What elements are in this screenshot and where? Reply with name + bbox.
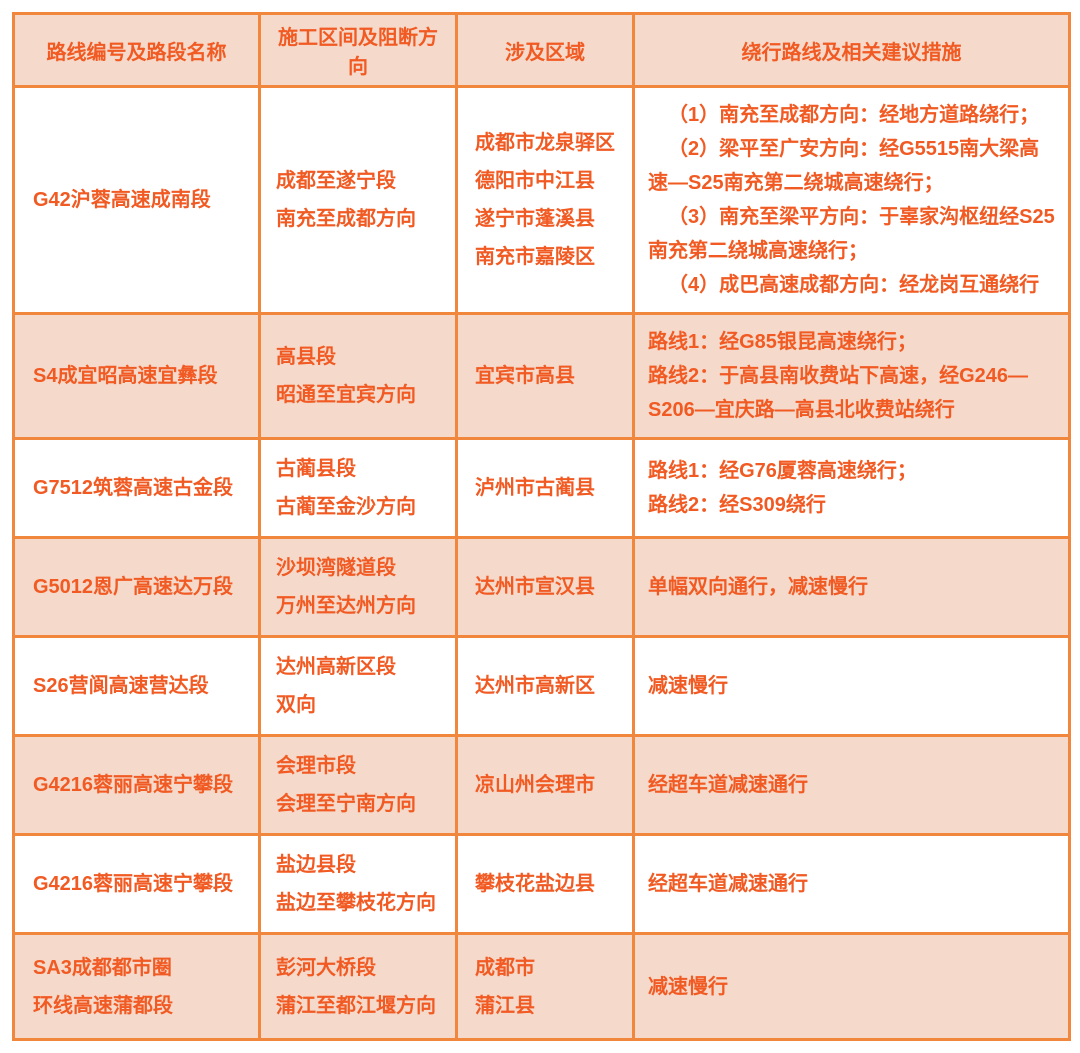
- header-row: 路线编号及路段名称 施工区间及阻断方向 涉及区域 绕行路线及相关建议措施: [12, 12, 1071, 88]
- cell-line: 宜宾市高县: [475, 365, 575, 387]
- route-cell: G42沪蓉高速成南段: [12, 85, 261, 315]
- cell-line: SA3成都都市圈: [33, 956, 172, 979]
- cell-line: 达州高新区段: [276, 656, 396, 678]
- areas-cell: 成都市 蒲江县: [455, 932, 635, 1041]
- cell-line: 凉山州会理市: [475, 774, 595, 796]
- cell-line: 南充市嘉陵区: [475, 246, 595, 268]
- detour-item: 减速慢行: [648, 975, 728, 998]
- section-cell: 彭河大桥段 蒲江至都江堰方向: [258, 932, 458, 1041]
- detour-item: （4）成巴高速成都方向：经龙岗互通绕行: [668, 274, 1040, 296]
- column-header-section: 施工区间及阻断方向: [258, 12, 458, 88]
- road-construction-table: 路线编号及路段名称 施工区间及阻断方向 涉及区域 绕行路线及相关建议措施 G42…: [12, 12, 1071, 1041]
- cell-line: 万州至达州方向: [276, 595, 416, 617]
- areas-cell: 达州市宣汉县: [455, 536, 635, 638]
- cell-line: 古蔺至金沙方向: [276, 496, 416, 518]
- cell-line: 泸州市古蔺县: [475, 477, 595, 499]
- cell-line: 攀枝花盐边县: [475, 873, 595, 895]
- areas-cell: 攀枝花盐边县: [455, 833, 635, 935]
- detour-cell: （1）南充至成都方向：经地方道路绕行； （2）梁平至广安方向：经G5515南大梁…: [632, 85, 1071, 315]
- detour-cell: 经超车道减速通行: [632, 833, 1071, 935]
- cell-line: 成都市龙泉驿区: [475, 132, 615, 154]
- cell-line: 达州市宣汉县: [475, 576, 595, 598]
- cell-line: G4216蓉丽高速宁攀段: [33, 873, 234, 895]
- cell-line: 南充至成都方向: [276, 208, 416, 230]
- detour-item: 路线2：于高县南收费站下高速，经G246—S206—宜庆路—高县北收费站绕行: [648, 365, 1029, 421]
- cell-line: 盐边至攀枝花方向: [276, 892, 436, 914]
- section-cell: 会理市段 会理至宁南方向: [258, 734, 458, 836]
- table-row: SA3成都都市圈 环线高速蒲都段 彭河大桥段 蒲江至都江堰方向 成都市 蒲江县 …: [12, 932, 1071, 1041]
- cell-line: 成都至遂宁段: [276, 170, 396, 192]
- section-cell: 沙坝湾隧道段 万州至达州方向: [258, 536, 458, 638]
- cell-line: 古蔺县段: [276, 458, 356, 480]
- table-row: G4216蓉丽高速宁攀段 盐边县段 盐边至攀枝花方向 攀枝花盐边县 经超车道减速…: [12, 833, 1071, 935]
- cell-line: 盐边县段: [276, 854, 356, 876]
- cell-line: 蒲江县: [475, 994, 535, 1017]
- table-row: G7512筑蓉高速古金段 古蔺县段 古蔺至金沙方向 泸州市古蔺县 路线1：经G7…: [12, 437, 1071, 539]
- cell-line: 会理至宁南方向: [276, 793, 416, 815]
- detour-cell: 经超车道减速通行: [632, 734, 1071, 836]
- cell-line: G42沪蓉高速成南段: [33, 189, 211, 211]
- detour-item: 路线1：经G85银昆高速绕行；: [648, 331, 917, 353]
- cell-line: G4216蓉丽高速宁攀段: [33, 774, 234, 796]
- areas-cell: 宜宾市高县: [455, 312, 635, 440]
- detour-item: （2）梁平至广安方向：经G5515南大梁高速—S25南充第二绕城高速绕行；: [648, 138, 1040, 194]
- column-header-route: 路线编号及路段名称: [12, 12, 261, 88]
- cell-line: S4成宜昭高速宜彝段: [33, 365, 218, 387]
- detour-item: 路线1：经G76厦蓉高速绕行；: [648, 460, 917, 482]
- detour-cell: 单幅双向通行，减速慢行: [632, 536, 1071, 638]
- cell-line: 双向: [276, 694, 316, 716]
- detour-item: 经超车道减速通行: [648, 774, 808, 796]
- areas-cell: 泸州市古蔺县: [455, 437, 635, 539]
- cell-line: 成都市: [475, 956, 535, 979]
- areas-cell: 达州市高新区: [455, 635, 635, 737]
- areas-cell: 凉山州会理市: [455, 734, 635, 836]
- detour-item: （3）南充至梁平方向：于辜家沟枢纽经S25南充第二绕城高速绕行；: [648, 206, 1055, 262]
- section-cell: 成都至遂宁段 南充至成都方向: [258, 85, 458, 315]
- column-header-areas: 涉及区域: [455, 12, 635, 88]
- column-header-detour: 绕行路线及相关建议措施: [632, 12, 1071, 88]
- table-row: S4成宜昭高速宜彝段 高县段 昭通至宜宾方向 宜宾市高县 路线1：经G85银昆高…: [12, 312, 1071, 440]
- detour-cell: 减速慢行: [632, 635, 1071, 737]
- detour-item: （1）南充至成都方向：经地方道路绕行；: [668, 104, 1040, 126]
- cell-line: 蒲江至都江堰方向: [276, 994, 436, 1017]
- route-cell: G4216蓉丽高速宁攀段: [12, 734, 261, 836]
- route-cell: S26营阆高速营达段: [12, 635, 261, 737]
- section-cell: 高县段 昭通至宜宾方向: [258, 312, 458, 440]
- cell-line: 环线高速蒲都段: [33, 994, 173, 1017]
- table-row: G5012恩广高速达万段 沙坝湾隧道段 万州至达州方向 达州市宣汉县 单幅双向通…: [12, 536, 1071, 638]
- detour-cell: 减速慢行: [632, 932, 1071, 1041]
- section-cell: 古蔺县段 古蔺至金沙方向: [258, 437, 458, 539]
- table-row: S26营阆高速营达段 达州高新区段 双向 达州市高新区 减速慢行: [12, 635, 1071, 737]
- table-row: G42沪蓉高速成南段 成都至遂宁段 南充至成都方向 成都市龙泉驿区 德阳市中江县…: [12, 85, 1071, 315]
- detour-cell: 路线1：经G85银昆高速绕行； 路线2：于高县南收费站下高速，经G246—S20…: [632, 312, 1071, 440]
- detour-cell: 路线1：经G76厦蓉高速绕行； 路线2：经S309绕行: [632, 437, 1071, 539]
- cell-line: G5012恩广高速达万段: [33, 576, 234, 598]
- cell-line: G7512筑蓉高速古金段: [33, 477, 234, 499]
- route-cell: G4216蓉丽高速宁攀段: [12, 833, 261, 935]
- detour-item: 单幅双向通行，减速慢行: [648, 576, 868, 598]
- areas-cell: 成都市龙泉驿区 德阳市中江县 遂宁市蓬溪县 南充市嘉陵区: [455, 85, 635, 315]
- cell-line: 遂宁市蓬溪县: [475, 208, 595, 230]
- cell-line: 会理市段: [276, 755, 356, 777]
- route-cell: S4成宜昭高速宜彝段: [12, 312, 261, 440]
- cell-line: S26营阆高速营达段: [33, 675, 209, 697]
- route-cell: G7512筑蓉高速古金段: [12, 437, 261, 539]
- table-row: G4216蓉丽高速宁攀段 会理市段 会理至宁南方向 凉山州会理市 经超车道减速通…: [12, 734, 1071, 836]
- route-cell: SA3成都都市圈 环线高速蒲都段: [12, 932, 261, 1041]
- detour-item: 路线2：经S309绕行: [648, 494, 826, 516]
- cell-line: 彭河大桥段: [276, 956, 376, 979]
- route-cell: G5012恩广高速达万段: [12, 536, 261, 638]
- cell-line: 昭通至宜宾方向: [276, 384, 416, 406]
- detour-item: 减速慢行: [648, 675, 728, 697]
- cell-line: 高县段: [276, 346, 336, 368]
- section-cell: 盐边县段 盐边至攀枝花方向: [258, 833, 458, 935]
- cell-line: 沙坝湾隧道段: [276, 557, 396, 579]
- cell-line: 达州市高新区: [475, 675, 595, 697]
- detour-item: 经超车道减速通行: [648, 873, 808, 895]
- cell-line: 德阳市中江县: [475, 170, 595, 192]
- section-cell: 达州高新区段 双向: [258, 635, 458, 737]
